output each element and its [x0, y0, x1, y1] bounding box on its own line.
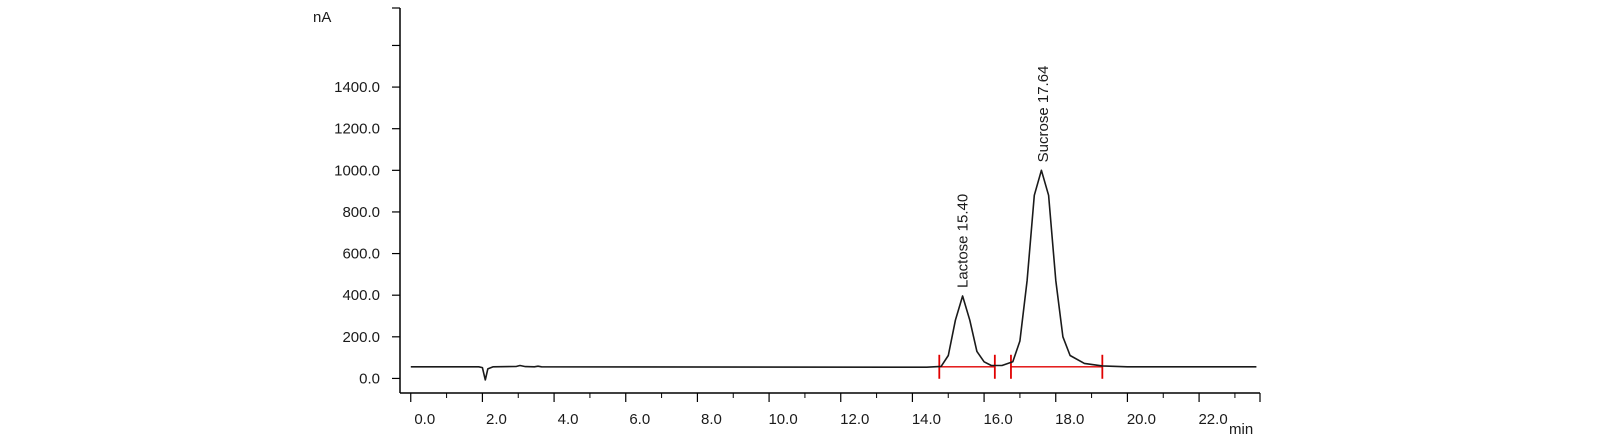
- peak-labels: Lactose 15.40 Sucrose 17.64: [955, 66, 1052, 288]
- y-axis-unit-label: nA: [313, 9, 331, 26]
- x-tick-label: 4.0: [558, 411, 579, 428]
- x-tick-label: 6.0: [629, 411, 650, 428]
- x-tick-label: 0.0: [414, 411, 435, 428]
- x-tick-label: 8.0: [701, 411, 722, 428]
- integration-baselines: [938, 354, 1104, 379]
- y-tick-label: 1400.0: [334, 79, 380, 96]
- chromatogram-trace: [410, 169, 1257, 381]
- peak-label: Lactose 15.40: [955, 194, 972, 288]
- y-tick-label: 1000.0: [334, 162, 380, 179]
- chart-axes: [399, 8, 1260, 394]
- x-tick-label: 22.0: [1198, 411, 1227, 428]
- x-tick-label: 2.0: [486, 411, 507, 428]
- y-tick-label: 200.0: [342, 329, 380, 346]
- axis-ticks: 0.0 200.0 400.0 600.0 800.0 1000.0 1200.0 1400.…: [334, 7, 1261, 428]
- y-tick-label: 800.0: [342, 204, 380, 221]
- x-tick-label: 20.0: [1127, 411, 1156, 428]
- peak-label: Sucrose 17.64: [1035, 66, 1052, 163]
- y-tick-label: 600.0: [342, 246, 380, 263]
- x-axis-unit-label: min: [1229, 421, 1253, 438]
- y-tick-label: 1200.0: [334, 121, 380, 138]
- x-tick-label: 14.0: [912, 411, 941, 428]
- x-tick-label: 16.0: [983, 411, 1012, 428]
- y-tick-label: 0.0: [359, 370, 380, 387]
- x-tick-label: 12.0: [840, 411, 869, 428]
- y-tick-label: 400.0: [342, 287, 380, 304]
- x-tick-label: 18.0: [1055, 411, 1084, 428]
- x-tick-label: 10.0: [768, 411, 797, 428]
